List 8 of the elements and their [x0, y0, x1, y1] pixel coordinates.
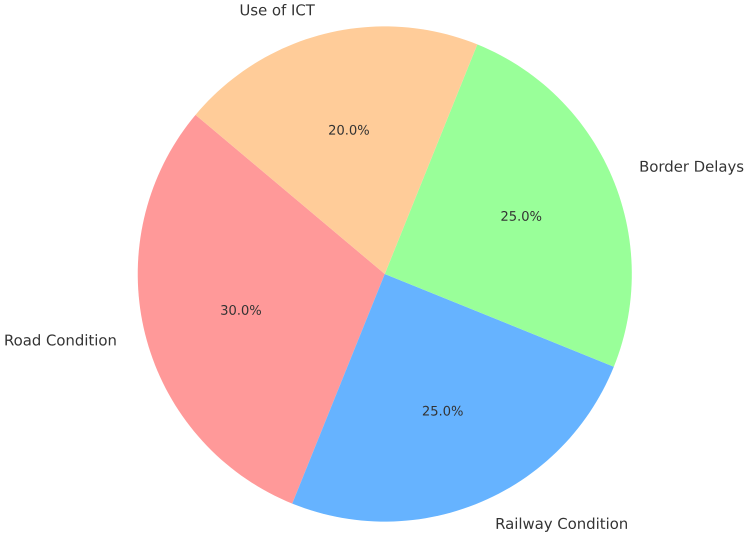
slice-label: Use of ICT [240, 4, 315, 16]
slice-label: Road Condition [5, 334, 116, 346]
slice-label: Railway Condition [496, 518, 627, 532]
data-label: 25.0% [501, 211, 542, 221]
slice-label: Border Delays [640, 160, 744, 175]
data-label: 25.0% [422, 406, 463, 416]
data-label: 30.0% [221, 305, 261, 315]
data-label: 20.0% [329, 124, 369, 135]
